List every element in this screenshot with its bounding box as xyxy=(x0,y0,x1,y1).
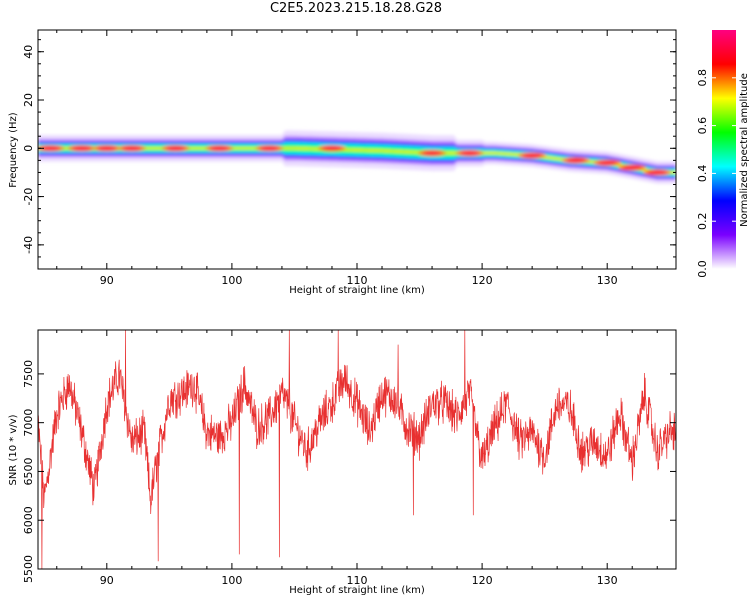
snr-ytick-label: 7500 xyxy=(22,360,35,388)
snr-series-line xyxy=(38,330,676,569)
spectrogram-ytick-label: 40 xyxy=(22,45,35,59)
colorbar-gradient xyxy=(712,30,736,269)
colorbar-tick-label: 0.4 xyxy=(696,165,709,183)
spectrogram-x-label: Height of straight line (km) xyxy=(289,285,425,296)
colorbar-ticks: 0.0 0.2 0.4 0.6 0.8 xyxy=(696,69,736,278)
spectrogram-hotspot xyxy=(565,158,586,163)
spectrogram-ytick-label: 20 xyxy=(22,93,35,107)
spectrogram-y-label: Frequency (Hz) xyxy=(8,112,19,188)
snr-xtick-label: 110 xyxy=(347,574,368,587)
spectrogram-hotspot xyxy=(259,146,280,151)
snr-ytick-label: 6000 xyxy=(22,506,35,534)
snr-xtick-label: 90 xyxy=(100,574,114,587)
colorbar-label: Normalized spectral amplitude xyxy=(739,73,750,227)
spectrogram-ytick-label: -40 xyxy=(22,236,35,254)
colorbar-tick-label: 0.2 xyxy=(696,212,709,230)
snr-ytick-label: 6500 xyxy=(22,457,35,485)
spectrogram-hotspot xyxy=(165,146,186,151)
snr-y-label: SNR (10 * v/v) xyxy=(8,414,19,485)
snr-ticks: 90 100 110 120 130 5500 6000 6500 7000 7500 xyxy=(22,330,676,587)
snr-x-label: Height of straight line (km) xyxy=(289,585,425,596)
spectrogram-hotspot xyxy=(647,170,668,175)
colorbar-tick-label: 0.6 xyxy=(696,117,709,135)
spectrogram-hotspot xyxy=(96,146,117,151)
spectrogram-ytick-label: -20 xyxy=(22,188,35,206)
spectrogram-xtick-label: 110 xyxy=(347,274,368,287)
snr-panel: 90 100 110 120 130 5500 6000 6500 7000 7500 Heigh… xyxy=(8,329,677,596)
spectrogram-hotspot xyxy=(522,153,543,158)
spectrogram-hotspot xyxy=(622,165,643,170)
spectrogram-hotspot xyxy=(321,146,342,151)
spectrogram-xtick-label: 130 xyxy=(597,274,618,287)
spectrogram-ytick-label: 0 xyxy=(22,145,35,152)
spectrogram-hotspot xyxy=(422,150,443,156)
spectrogram-xtick-label: 100 xyxy=(221,274,242,287)
spectrogram-hotspot xyxy=(209,146,230,151)
spectrogram-hotspot xyxy=(71,146,92,151)
spectrogram-heatmap xyxy=(38,130,676,184)
colorbar-tick-label: 0.0 xyxy=(696,260,709,278)
spectrogram-hotspot xyxy=(40,146,61,151)
snr-xtick-label: 120 xyxy=(472,574,493,587)
snr-xtick-label: 130 xyxy=(597,574,618,587)
spectrogram-ticks: 90 100 110 120 130 40 20 0 -20 -40 xyxy=(22,30,676,287)
spectrogram-xtick-label: 120 xyxy=(472,274,493,287)
spectrogram-hotspot xyxy=(597,160,618,165)
colorbar-tick-label: 0.8 xyxy=(696,69,709,87)
spectrogram-hotspot xyxy=(459,150,480,156)
snr-plot-area xyxy=(38,330,676,569)
spectrogram-panel: 90 100 110 120 130 40 20 0 -20 -40 Height of stra… xyxy=(8,29,677,296)
snr-xtick-label: 100 xyxy=(221,574,242,587)
spectrogram-hotspot xyxy=(121,146,142,151)
page-title: C2E5.2023.215.18.28.G28 xyxy=(269,1,443,16)
colorbar: 0.0 0.2 0.4 0.6 0.8 Normalized spectral ampl… xyxy=(696,30,750,278)
snr-ytick-label: 5500 xyxy=(22,555,35,583)
snr-ytick-label: 7000 xyxy=(22,409,35,437)
spectrogram-xtick-label: 90 xyxy=(100,274,114,287)
